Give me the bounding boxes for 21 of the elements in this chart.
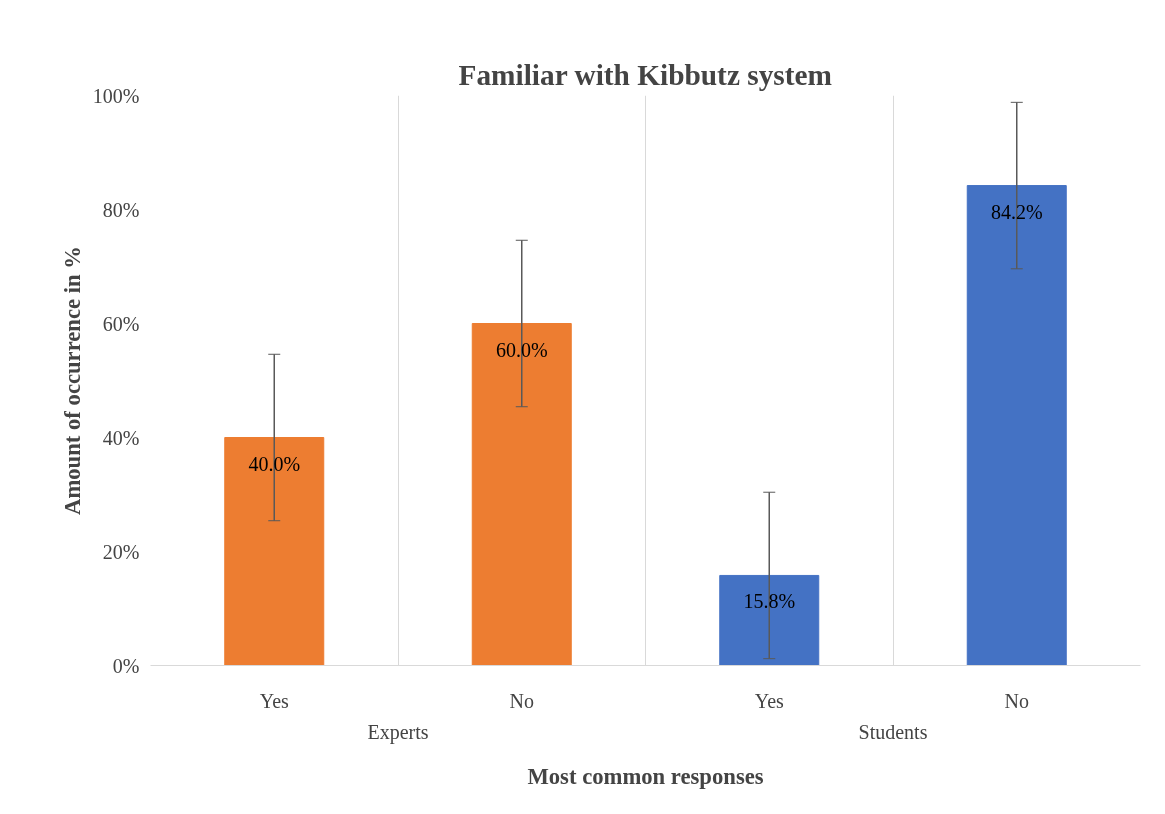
y-tick-label: 80% bbox=[102, 198, 140, 221]
bar bbox=[719, 574, 820, 666]
x-axis-title: Most common responses bbox=[527, 763, 764, 789]
data-label: 15.8% bbox=[743, 590, 796, 613]
x-tick-label: Yes bbox=[259, 689, 290, 712]
x-tick-label: Yes bbox=[754, 689, 785, 712]
y-tick-label: 0% bbox=[112, 654, 140, 677]
y-tick-label: 20% bbox=[102, 540, 140, 563]
x-tick-label: No bbox=[509, 689, 534, 712]
x-tick-label: No bbox=[1004, 689, 1029, 712]
y-tick-label: 100% bbox=[92, 84, 140, 107]
chart-title: Familiar with Kibbutz system bbox=[458, 58, 832, 91]
text: Experts bbox=[367, 720, 429, 744]
y-axis-title: Amount of occurrence in % bbox=[59, 246, 85, 515]
data-label: 84.2% bbox=[990, 200, 1043, 223]
y-tick-label: 40% bbox=[102, 426, 140, 449]
bar bbox=[224, 437, 325, 666]
y-tick-label: 60% bbox=[102, 312, 140, 335]
text: Students bbox=[858, 720, 928, 743]
bar bbox=[966, 185, 1067, 666]
bar bbox=[471, 323, 572, 666]
